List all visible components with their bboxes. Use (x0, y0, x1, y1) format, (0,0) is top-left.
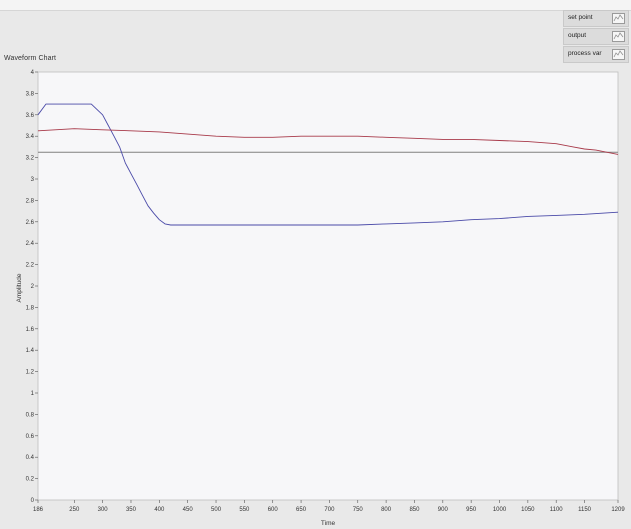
x-tick-label: 350 (126, 507, 137, 513)
x-tick-label: 800 (381, 507, 392, 513)
y-tick-label: 3.2 (26, 156, 35, 162)
y-tick-label: 2.4 (26, 241, 35, 247)
y-tick-label: 4 (31, 70, 35, 76)
x-tick-label: 750 (353, 507, 364, 513)
x-tick-label: 950 (466, 507, 477, 513)
y-tick-label: 0.8 (26, 412, 35, 418)
x-tick-label: 250 (69, 507, 80, 513)
y-tick-label: 0 (31, 498, 35, 504)
x-tick-label: 500 (211, 507, 222, 513)
x-tick-label: 650 (296, 507, 307, 513)
x-tick-label: 450 (183, 507, 194, 513)
y-axis-label: Amplitude (16, 273, 23, 302)
x-tick-label: 1000 (493, 507, 507, 513)
y-tick-label: 2 (31, 284, 35, 290)
x-tick-label: 300 (98, 507, 109, 513)
y-tick-label: 0.2 (26, 477, 35, 483)
y-tick-label: 2.6 (26, 220, 35, 226)
x-tick-label: 700 (324, 507, 335, 513)
x-tick-label: 1100 (550, 507, 564, 513)
y-tick-label: 3.6 (26, 113, 35, 119)
x-tick-label: 900 (438, 507, 449, 513)
x-tick-label: 1209 (611, 507, 625, 513)
y-tick-label: 1.2 (26, 370, 35, 376)
x-tick-label: 186 (33, 507, 44, 513)
x-tick-label: 850 (409, 507, 420, 513)
y-axis: 0 0.2 0.4 0.6 0.8 1 1.2 1.4 1.6 1.8 2 2.2 2.4 2.6 2.8 3… (26, 70, 38, 504)
x-axis-label: Time (321, 520, 336, 527)
y-tick-label: 1.8 (26, 305, 35, 311)
x-axis: 186 250 300 350 400 450 500 550 600 650 700 750 800 8… (33, 500, 625, 513)
y-tick-label: 2.8 (26, 198, 35, 204)
y-tick-label: 2.2 (26, 263, 35, 269)
x-tick-label: 400 (154, 507, 165, 513)
x-tick-label: 1050 (521, 507, 535, 513)
y-tick-label: 0.6 (26, 434, 35, 440)
y-tick-label: 3.8 (26, 91, 35, 97)
y-tick-label: 1.4 (26, 348, 35, 354)
x-tick-label: 550 (239, 507, 250, 513)
x-tick-label: 1150 (578, 507, 592, 513)
y-tick-label: 1 (31, 391, 35, 397)
y-tick-label: 3 (31, 177, 35, 183)
x-tick-label: 600 (268, 507, 279, 513)
y-tick-label: 0.4 (26, 455, 35, 461)
y-tick-label: 3.4 (26, 134, 35, 140)
y-tick-label: 1.6 (26, 327, 35, 333)
